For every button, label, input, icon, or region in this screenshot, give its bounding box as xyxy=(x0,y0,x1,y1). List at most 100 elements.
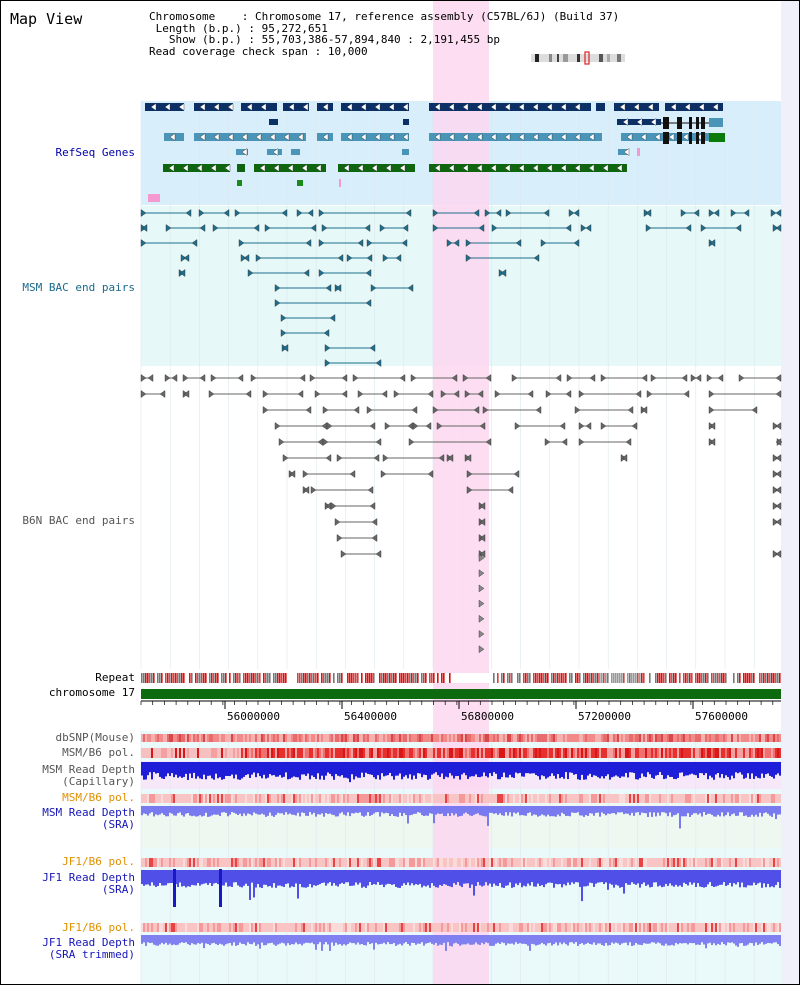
polymorphism-cell xyxy=(237,858,239,867)
read-depth-bar xyxy=(543,870,545,888)
track-label-jf1-b6-pol[interactable]: JF1/B6 pol. xyxy=(62,855,135,868)
read-depth-bar xyxy=(249,806,251,815)
polymorphism-cell xyxy=(319,858,321,867)
polymorphism-cell xyxy=(547,748,549,758)
polymorphism-cell xyxy=(625,858,627,867)
read-depth-bar xyxy=(691,870,693,885)
track-label-refseq[interactable]: RefSeq Genes xyxy=(55,146,135,159)
track-label-jf1-depth-trim-2[interactable]: (SRA trimmed) xyxy=(48,948,135,961)
track-label-msm-b6-pol[interactable]: MSM/B6 pol. xyxy=(62,746,135,759)
polymorphism-cell xyxy=(521,858,523,867)
repeat-element xyxy=(161,673,163,683)
track-label-msm-b6-pol-2[interactable]: MSM/B6 pol. xyxy=(62,791,135,804)
read-depth-bar xyxy=(165,935,167,943)
polymorphism-cell xyxy=(661,794,663,803)
read-depth-spike xyxy=(173,869,176,907)
polymorphism-cell xyxy=(567,748,569,758)
track-label-jf1-depth-trim-1[interactable]: JF1 Read Depth xyxy=(42,936,135,949)
track-label-msm-depth-capillary-1[interactable]: MSM Read Depth xyxy=(42,763,135,776)
track-label-msm-depth-capillary-2[interactable]: (Capillary) xyxy=(62,775,135,788)
read-depth-bar xyxy=(321,806,323,814)
coverage-value: 10,000 xyxy=(327,44,368,58)
bac-end-marker xyxy=(140,239,147,247)
bac-end-marker xyxy=(395,254,402,262)
gene-strand-arrow xyxy=(476,133,483,141)
read-depth-bar xyxy=(645,762,647,778)
polymorphism-cell xyxy=(213,794,215,803)
polymorphism-cell xyxy=(221,794,223,803)
read-depth-bar xyxy=(671,762,673,777)
track-label-jf1-b6-pol-2[interactable]: JF1/B6 pol. xyxy=(62,921,135,934)
polymorphism-cell xyxy=(271,858,273,867)
read-depth-bar xyxy=(423,762,425,775)
repeat-element xyxy=(395,673,397,683)
track-label-jf1-depth-sra-2[interactable]: (SRA) xyxy=(101,883,135,896)
polymorphism-cell xyxy=(435,858,437,867)
read-depth-bar xyxy=(225,870,227,883)
gene-exon-block xyxy=(402,149,409,155)
read-depth-bar xyxy=(585,762,587,780)
read-depth-bar xyxy=(335,870,337,886)
track-label-msm-depth-sra-2[interactable]: (SRA) xyxy=(101,818,135,831)
read-depth-bar xyxy=(605,935,607,944)
read-depth-bar xyxy=(663,870,665,887)
bac-end-marker xyxy=(485,438,492,446)
gene-strand-arrow xyxy=(360,133,367,141)
repeat-element xyxy=(167,673,169,683)
read-depth-bar xyxy=(359,935,361,945)
track-label-b6n-bac[interactable]: B6N BAC end pairs xyxy=(22,514,135,527)
polymorphism-cell xyxy=(423,794,425,803)
read-depth-bar xyxy=(223,762,225,779)
read-depth-bar xyxy=(675,762,677,780)
bac-end-marker xyxy=(346,254,353,262)
polymorphism-cell xyxy=(171,734,173,742)
polymorphism-cell xyxy=(293,734,295,742)
polymorphism-cell xyxy=(351,923,353,932)
repeat-element xyxy=(421,673,423,683)
polymorphism-cell xyxy=(739,748,741,758)
gene-strand-arrow xyxy=(283,133,290,141)
read-depth-bar xyxy=(457,935,459,944)
polymorphism-cell xyxy=(163,748,165,758)
polymorphism-cell xyxy=(693,748,695,758)
read-depth-bar xyxy=(311,806,313,815)
polymorphism-cell xyxy=(599,858,601,867)
polymorphism-cell xyxy=(743,923,745,932)
polymorphism-cell xyxy=(399,923,401,932)
track-label-jf1-depth-sra-1[interactable]: JF1 Read Depth xyxy=(42,871,135,884)
read-depth-bar xyxy=(345,935,347,946)
repeat-element xyxy=(245,673,247,683)
polymorphism-cell xyxy=(611,858,613,867)
read-depth-bar xyxy=(313,762,315,778)
track-label-msm-depth-sra-1[interactable]: MSM Read Depth xyxy=(42,806,135,819)
track-label-dbsnp[interactable]: dbSNP(Mouse) xyxy=(55,731,135,744)
read-depth-bar xyxy=(163,935,165,945)
polymorphism-cell xyxy=(367,794,369,803)
read-depth-bar xyxy=(659,762,661,773)
bac-end-marker xyxy=(453,239,460,247)
repeat-element xyxy=(333,673,335,683)
read-depth-bar xyxy=(353,762,355,780)
polymorphism-cell xyxy=(339,858,341,867)
read-depth-bar xyxy=(773,870,775,888)
track-label-msm-bac[interactable]: MSM BAC end pairs xyxy=(22,281,135,294)
polymorphism-cell xyxy=(397,734,399,742)
read-depth-bar xyxy=(433,935,435,945)
polymorphism-cell xyxy=(351,748,353,758)
bac-end-marker xyxy=(505,209,512,217)
polymorphism-cell xyxy=(529,923,531,932)
read-depth-bar xyxy=(491,935,493,946)
ideogram-band xyxy=(557,54,559,62)
polymorphism-cell xyxy=(341,734,343,742)
polymorphism-cell xyxy=(467,794,469,803)
read-depth-bar xyxy=(619,935,621,945)
polymorphism-cell xyxy=(551,923,553,932)
polymorphism-cell xyxy=(481,748,483,758)
polymorphism-cell xyxy=(621,748,623,758)
polymorphism-cell xyxy=(709,794,711,803)
repeat-element xyxy=(733,673,735,683)
polymorphism-cell xyxy=(693,794,695,803)
polymorphism-cell xyxy=(631,923,633,932)
polymorphism-cell xyxy=(719,748,721,758)
